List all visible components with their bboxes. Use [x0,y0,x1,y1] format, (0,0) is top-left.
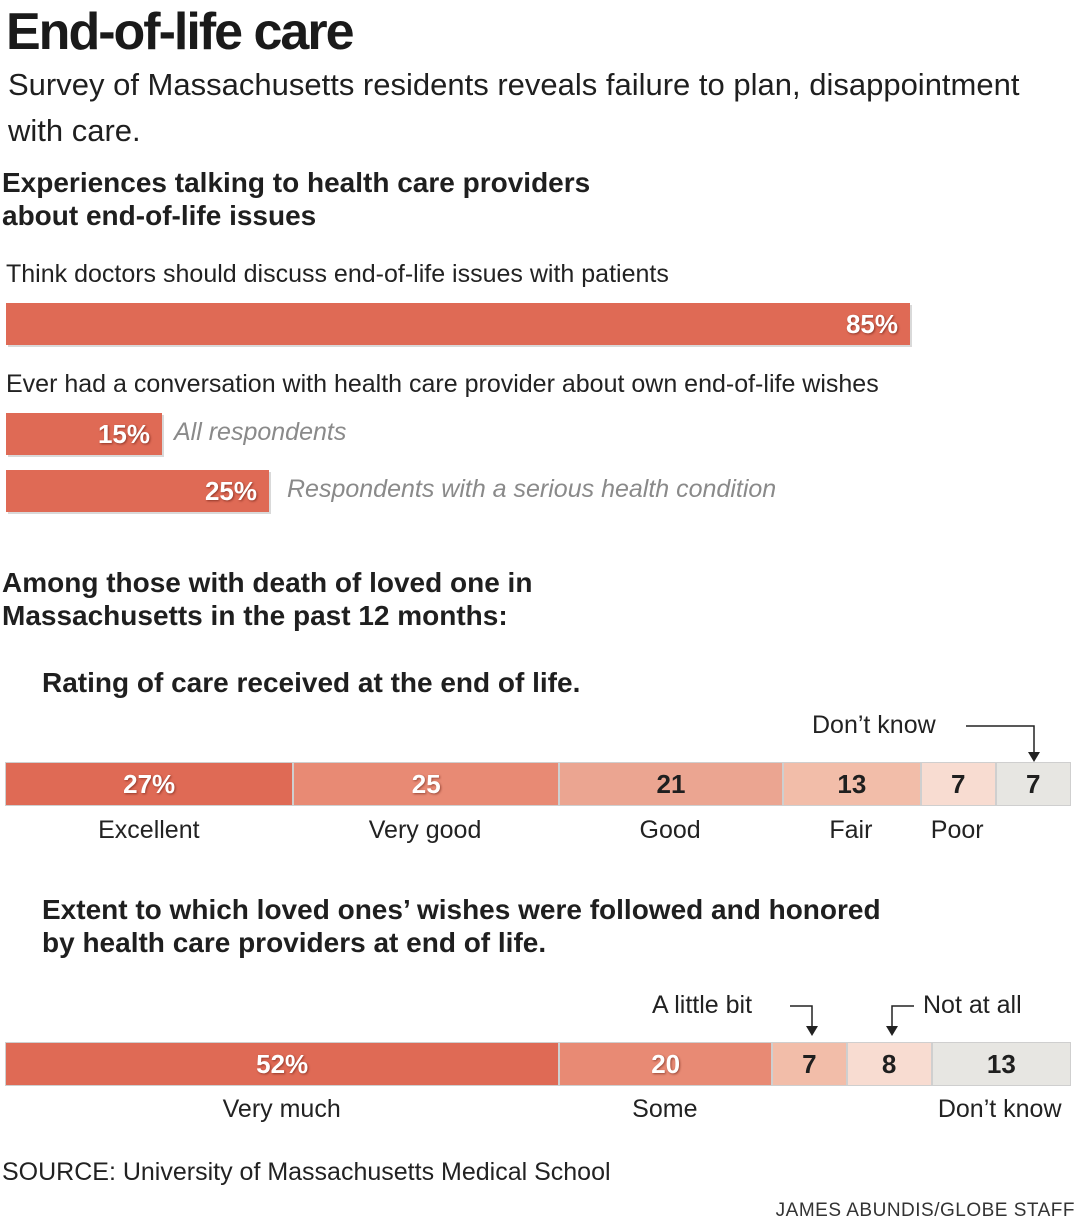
bar-all-respondents: 15% [6,413,162,455]
question-had-conversation: Ever had a conversation with health care… [6,370,879,398]
leader-little-bit [790,1005,813,1033]
page-subtitle: Survey of Massachusetts residents reveal… [8,67,1020,148]
note-serious-condition: Respondents with a serious health condit… [287,475,777,503]
segment-value-label: 27% [123,769,176,799]
segment-value-label: 52% [256,1049,309,1079]
leader-dont-know-care [966,725,1035,760]
segment-value-label: 13 [986,1049,1016,1079]
bar-value-label: 85% [845,309,898,339]
segment-value-label: 8 [881,1049,897,1079]
segment-value-label: 21 [656,769,686,799]
arrowhead-little-bit [806,1026,818,1036]
segment-value-label: 7 [1026,769,1041,799]
bar-doctors-should-discuss: 85% [6,303,910,345]
section-heading-provider-talks: Experiences talking to health care provi… [2,167,591,231]
segment-value-label: 13 [837,769,867,799]
category-label-fair: Fair [829,816,873,844]
arrowhead-not-at-all [886,1026,898,1036]
segment-very-much: 52% [6,1043,559,1085]
segment-value-label: 25 [411,769,441,799]
arrowhead-dont-know-care [1028,752,1040,762]
chart-title-wishes-followed: Extent to which loved ones’ wishes were … [42,894,881,958]
bar-value-label: 25% [204,476,257,506]
category-label-very-good: Very good [368,816,482,844]
segment-don-t-know: 13 [932,1043,1070,1085]
segment-value-label: 20 [651,1049,681,1079]
source-note: SOURCE: University of Massachusetts Medi… [2,1158,611,1186]
bar-value-label: 15% [97,419,150,449]
callout-dont-know-care: Don’t know [812,711,936,739]
leader-not-at-all [891,1005,914,1033]
note-all-respondents: All respondents [174,418,347,446]
graphic-credit: JAMES ABUNDIS/GLOBE STAFF [775,1200,1075,1221]
segment-not-at-all: 8 [847,1043,931,1085]
category-label-don-t-know: Don’t know [937,1095,1062,1123]
category-label-good: Good [639,816,701,844]
question-doctors-should-discuss: Think doctors should discuss end-of-life… [6,260,669,288]
segment-excellent: 27% [6,763,293,805]
stacked-bar-care-rating: 27% 25 21 13 7 7 [5,762,1071,806]
callout-little-bit: A little bit [652,991,753,1019]
bar-serious-condition: 25% [6,470,269,512]
chart-title-care-rating: Rating of care received at the end of li… [42,667,581,698]
segment-poor: 7 [922,763,995,805]
segment-value-label: 7 [802,1049,817,1079]
segment-a-little-bit: 7 [773,1043,846,1085]
segment-value-label: 7 [951,769,966,799]
page-title: End-of-life care [6,3,354,61]
category-label-very-much: Very much [222,1095,341,1123]
segment-don-t-know: 7 [996,763,1070,805]
category-label-excellent: Excellent [98,816,200,844]
segment-fair: 13 [783,763,921,805]
segment-some: 20 [560,1043,772,1085]
category-label-poor: Poor [930,816,984,844]
callout-not-at-all: Not at all [923,991,1022,1019]
segment-good: 21 [560,763,782,805]
stacked-bar-wishes-followed: 52% 20 7 8 13 [5,1042,1071,1086]
segment-very-good: 25 [294,763,559,805]
section-heading-loved-one: Among those with death of loved one in M… [2,567,533,631]
category-label-some: Some [632,1095,698,1123]
